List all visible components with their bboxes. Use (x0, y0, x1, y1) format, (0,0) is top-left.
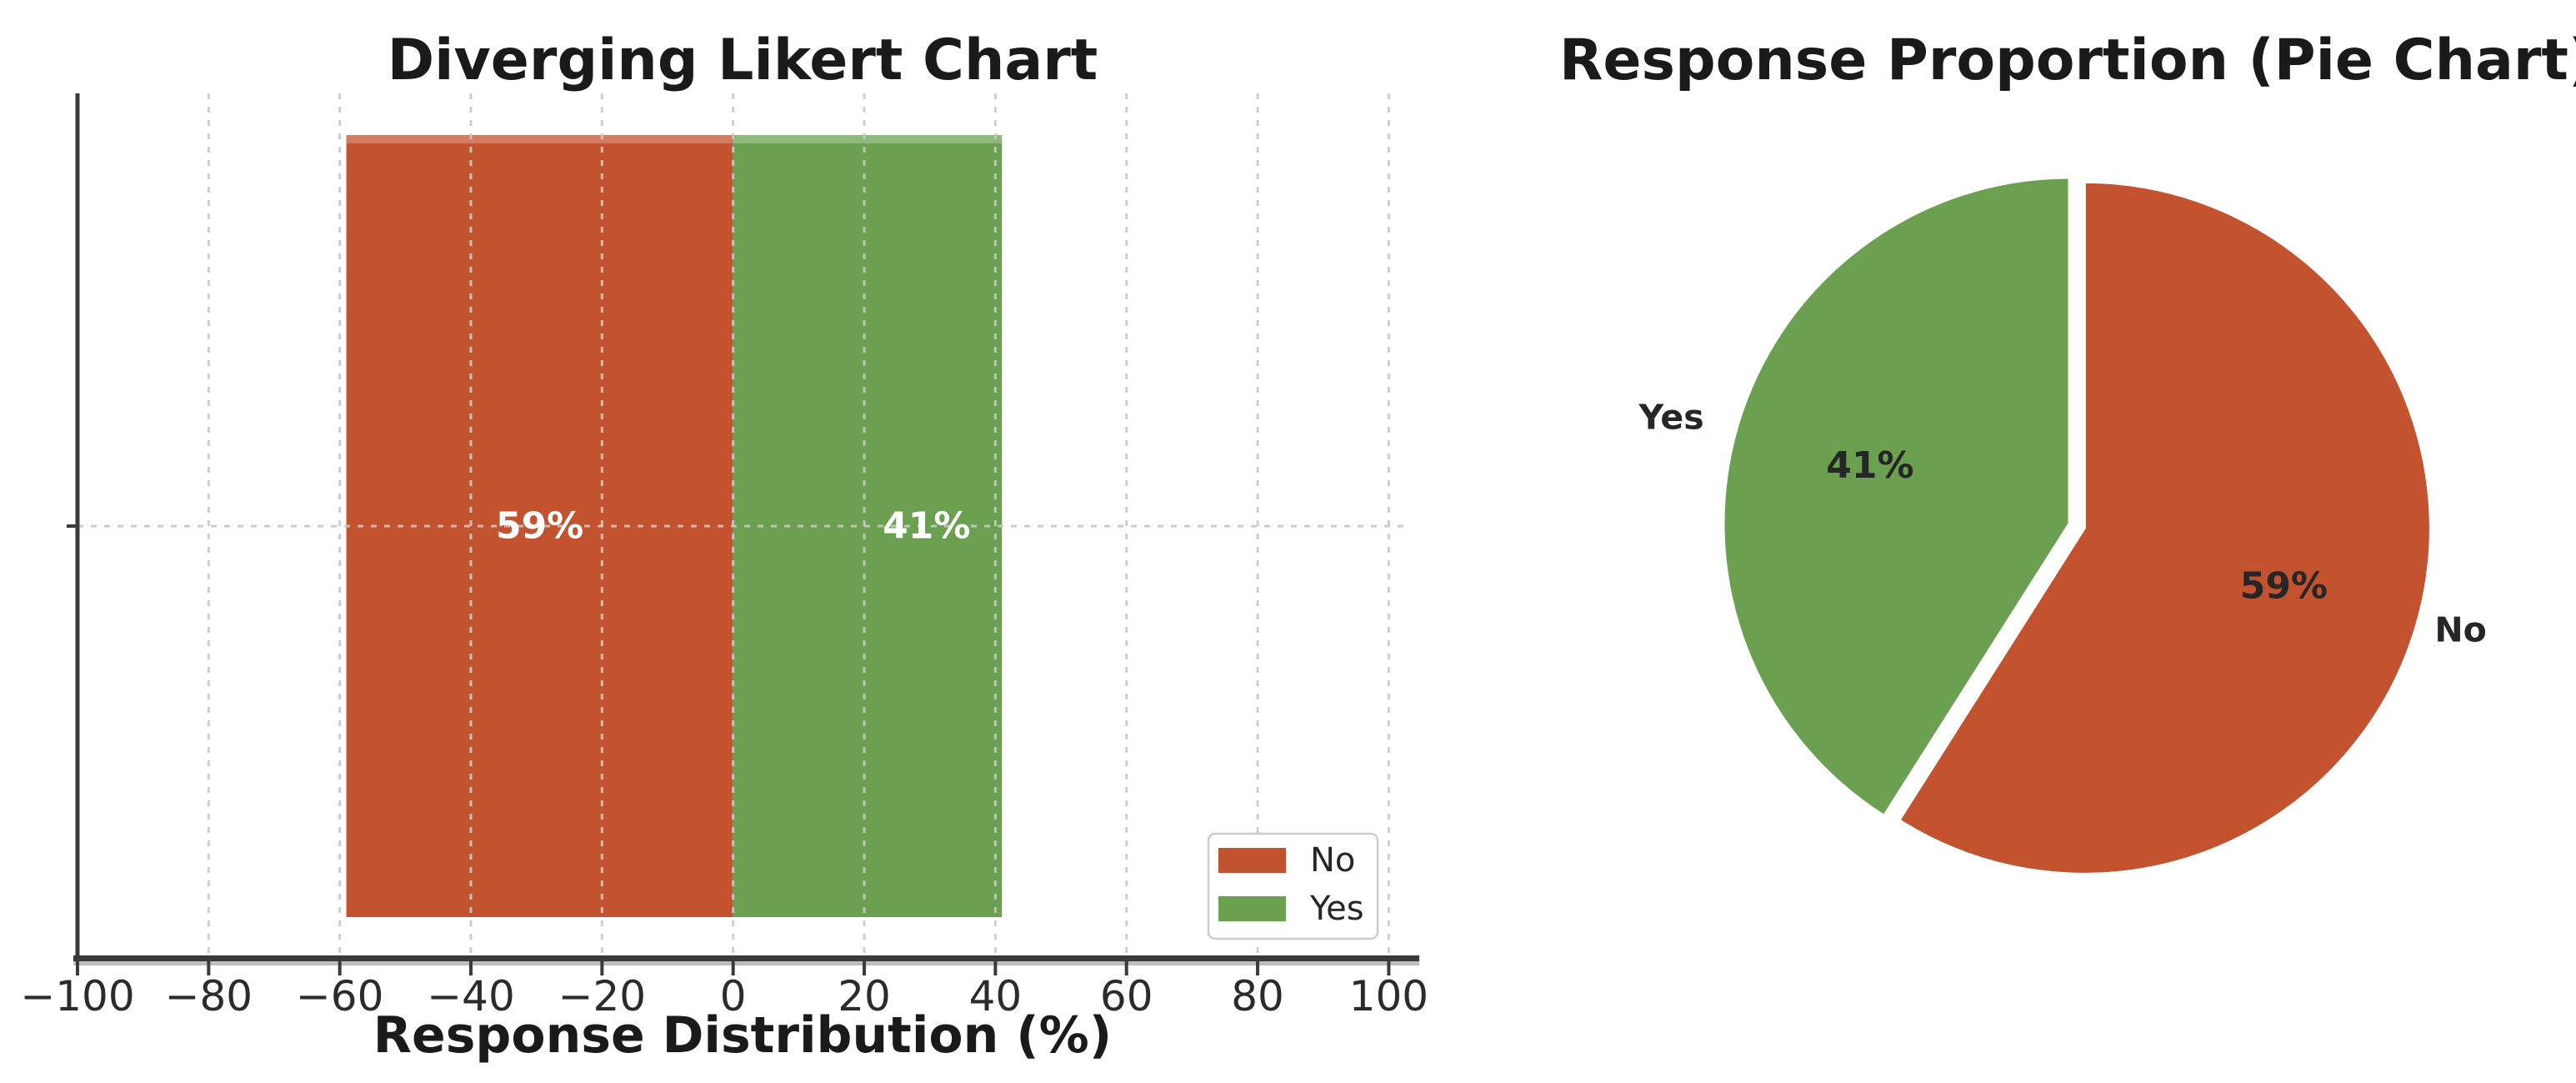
bar-top-highlight (346, 135, 733, 143)
pie-slice-yes (1722, 176, 2071, 817)
x-tick-label: −20 (558, 972, 647, 1020)
likert-legend: No Yes (1207, 832, 1379, 940)
pie-pct-yes: 41% (1826, 444, 1913, 487)
x-tick-label: 100 (1349, 972, 1428, 1020)
x-tick-label: −80 (165, 972, 253, 1020)
x-tick-label: −100 (20, 972, 134, 1020)
x-axis-line (73, 955, 1419, 961)
pie-label-no: No (2434, 609, 2486, 649)
likert-xaxis-label: Response Distribution (%) (373, 1006, 1112, 1065)
x-axis-shadow (73, 961, 1419, 965)
pie-slice-no (1898, 180, 2432, 875)
x-tick-label: 20 (838, 972, 891, 1020)
legend-label-no: No (1310, 841, 1355, 880)
pie-pct-no: 59% (2240, 564, 2328, 607)
pie-label-yes: Yes (1638, 398, 1703, 438)
x-tick-label: 0 (720, 972, 747, 1020)
x-tick-label: 80 (1231, 972, 1284, 1020)
bar-top-highlight (733, 135, 1003, 143)
legend-swatch-yes (1218, 896, 1286, 921)
pie-chart-title: Response Proportion (Pie Chart) (1559, 28, 2576, 93)
likert-chart-title: Diverging Likert Chart (388, 28, 1098, 93)
bar-label-yes: 41% (883, 505, 970, 548)
x-tick-label: 60 (1100, 972, 1153, 1020)
pie-chart: Response Proportion (Pie Chart) 41% Yes 59… (1559, 28, 2576, 875)
likert-chart: Diverging Likert Chart −100 −80 −60 −40 −20 0… (20, 28, 1428, 1065)
x-tick-label: −60 (296, 972, 384, 1020)
legend-label-yes: Yes (1309, 890, 1364, 928)
pie-plot-area: 41% Yes 59% No (1638, 176, 2487, 875)
bar-label-no: 59% (496, 505, 583, 548)
legend-swatch-no (1218, 848, 1286, 873)
likert-plot-area: −100 −80 −60 −40 −20 0 20 40 60 80 100 59% 41% (20, 93, 1428, 1020)
x-tick-label: −40 (427, 972, 515, 1020)
x-tick-label: 40 (969, 972, 1023, 1020)
